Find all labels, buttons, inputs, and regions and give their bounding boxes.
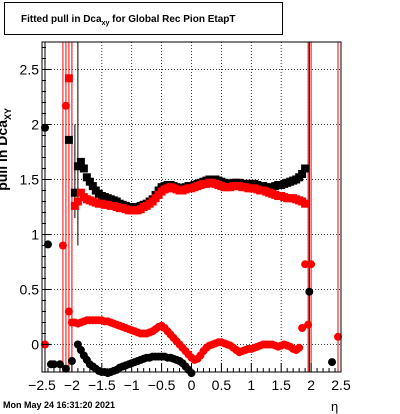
data-point-circle: [301, 260, 310, 269]
data-point-square: [301, 199, 310, 208]
data-point-square: [73, 162, 82, 171]
data-point-circle: [304, 320, 313, 329]
data-point-circle: [298, 324, 307, 332]
data-point-circle: [305, 287, 314, 296]
data-point-circle: [58, 241, 67, 250]
data-point-square: [82, 173, 91, 182]
data-point-square: [76, 157, 85, 166]
x-tick-label: 2: [307, 377, 315, 393]
data-point-circle: [64, 307, 73, 316]
data-point-square: [64, 74, 73, 83]
chart-title-subscript: xy: [101, 20, 110, 27]
chart-title-box: Fitted pull in Dcaxy for Global Rec Pion…: [4, 2, 283, 35]
data-point-square: [85, 177, 94, 186]
timestamp: Mon May 24 16:31:20 2021: [3, 400, 116, 410]
x-tick-label: −0.5: [148, 377, 176, 393]
chart-title-main: Fitted pull in Dca: [21, 14, 102, 25]
chart-title-rest: for Global Rec Pion EtapT: [109, 14, 236, 25]
data-point-circle: [55, 360, 64, 369]
data-point-circle: [49, 360, 58, 369]
data-point-circle: [307, 260, 316, 269]
data-point-square: [70, 188, 79, 197]
x-axis-label: η: [331, 399, 339, 414]
x-tick-label: −2.5: [28, 377, 56, 393]
data-point-circle: [61, 101, 70, 110]
x-tick-label: −2: [64, 377, 80, 393]
chart-title: Fitted pull in Dcaxy for Global Rec Pion…: [21, 14, 235, 27]
y-tick-label: 0: [31, 337, 39, 353]
y-tick-label: 1: [31, 227, 39, 243]
data-point-square: [79, 164, 88, 173]
y-tick-label: 2.5: [20, 62, 40, 78]
data-point-circle: [43, 240, 52, 249]
x-tick-label: −1: [124, 377, 140, 393]
data-point-circle: [187, 369, 196, 378]
data-point-circle: [328, 358, 337, 367]
data-point-square: [298, 170, 307, 178]
y-tick-label: 0.5: [20, 282, 40, 298]
y-tick-label: 1.5: [20, 172, 40, 188]
x-tick-label: 1.5: [271, 377, 291, 393]
data-point-circle: [40, 123, 49, 132]
x-tick-label: 2.5: [331, 377, 351, 393]
x-tick-label: 0.5: [212, 377, 232, 393]
data-point-circle: [334, 332, 343, 341]
data-point-circle: [295, 343, 304, 352]
data-point-square: [76, 188, 85, 197]
x-tick-label: 1: [247, 377, 255, 393]
data-point-square: [88, 182, 97, 191]
y-tick-label: 2: [31, 117, 39, 133]
data-point-square: [73, 197, 82, 206]
data-point-square: [64, 135, 73, 144]
data-point-circle: [67, 357, 76, 365]
x-tick-label: −1.5: [88, 377, 116, 393]
data-point-square: [301, 164, 310, 173]
x-tick-label: 0: [188, 377, 196, 393]
data-point-square: [70, 201, 79, 210]
